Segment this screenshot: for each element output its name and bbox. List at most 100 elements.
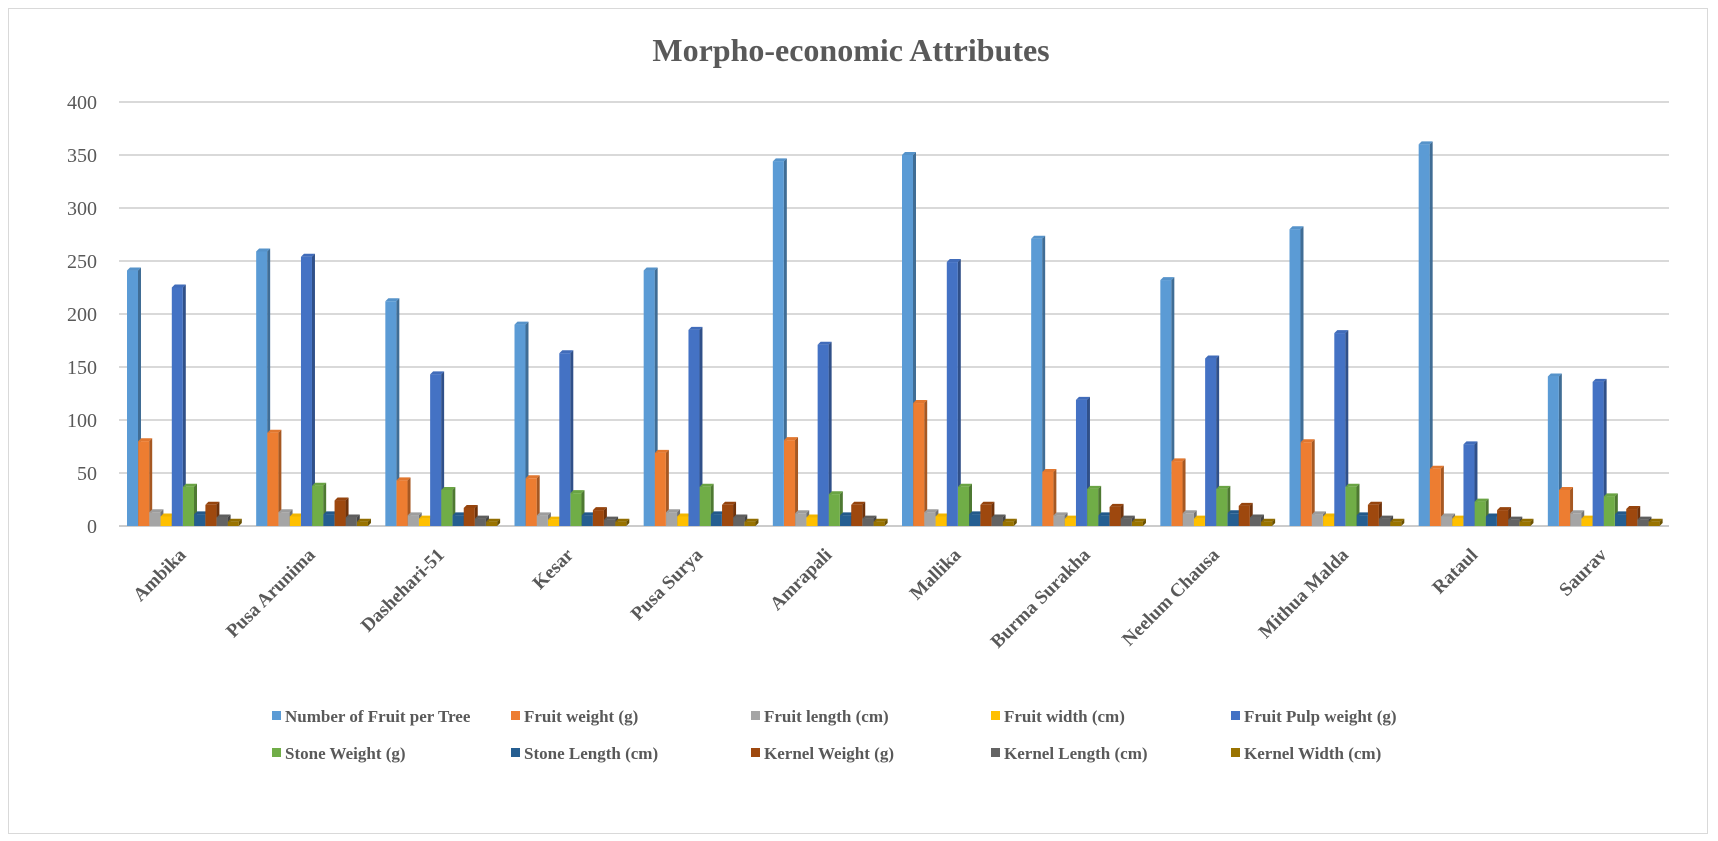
gridlines	[119, 101, 1669, 527]
legend-label: Kernel Weight (g)	[764, 744, 894, 763]
bar-front	[205, 504, 217, 526]
bar-top	[772, 158, 787, 162]
bar-front	[772, 161, 784, 527]
bar-front	[1497, 510, 1509, 526]
bar-front	[1311, 514, 1323, 526]
legend-item: Fruit length (cm)	[751, 707, 889, 726]
bar-top	[935, 513, 950, 517]
y-tick-label: 0	[87, 516, 97, 538]
bar	[1300, 439, 1315, 526]
bar-top	[474, 515, 489, 519]
bar-top	[1064, 515, 1079, 519]
bar-front	[486, 521, 498, 526]
bar-front	[1227, 513, 1239, 526]
bar-front	[1570, 513, 1582, 526]
legend-swatch	[751, 748, 760, 757]
legend-swatch	[991, 711, 1000, 720]
bar-top	[1042, 468, 1057, 472]
bar-top	[969, 511, 984, 515]
bar	[1205, 355, 1220, 526]
bar-top	[1261, 518, 1276, 522]
bar-front	[862, 518, 874, 526]
bar-top	[873, 518, 888, 522]
bar-side	[1272, 518, 1276, 526]
bar-side	[1345, 330, 1349, 526]
bar-front	[1323, 516, 1335, 526]
bar-front	[744, 521, 756, 526]
bar-front	[1098, 515, 1110, 526]
bar-top	[160, 513, 175, 517]
bar-side	[1311, 439, 1315, 526]
bar-top	[1508, 516, 1523, 520]
bar	[430, 371, 445, 526]
bar-front	[1193, 518, 1205, 526]
x-tick-label: Neelum Chausa	[1118, 544, 1224, 650]
bar	[1547, 373, 1562, 526]
bar-front	[1031, 238, 1043, 527]
bar	[744, 518, 759, 526]
bar-top	[1227, 510, 1242, 514]
bar-top	[312, 482, 327, 486]
bar	[1390, 518, 1405, 526]
bar-top	[1519, 518, 1534, 522]
bar-front	[289, 516, 301, 526]
legend-item: Kernel Width (cm)	[1231, 744, 1381, 763]
bar-side	[626, 518, 630, 526]
x-tick-label: Pusa Surya	[627, 544, 708, 625]
bar	[913, 400, 928, 526]
bar-top	[1216, 485, 1231, 489]
bar-front	[570, 493, 582, 526]
bar-top	[430, 371, 445, 375]
bar	[486, 518, 501, 526]
bar-front	[1474, 501, 1486, 526]
bar-top	[227, 518, 242, 522]
bar-front	[980, 504, 992, 526]
bar	[772, 158, 787, 527]
bar-front	[127, 270, 138, 526]
bar-front	[784, 440, 796, 526]
bar-chart: Morpho-economic Attributes 0 50 100 150 200 2…	[67, 32, 1669, 763]
bar-front	[1356, 515, 1368, 526]
bar	[1519, 518, 1534, 526]
bar-front	[1182, 513, 1194, 526]
bar-top	[699, 483, 714, 487]
y-tick-label: 300	[67, 198, 97, 220]
bar-side	[1053, 468, 1057, 526]
bar-front	[666, 512, 678, 526]
bar-side	[311, 253, 315, 526]
legend-item: Kernel Length (cm)	[991, 744, 1148, 763]
bar-side	[367, 518, 371, 526]
bar-side	[1216, 355, 1220, 526]
bar-top	[570, 490, 585, 494]
bar	[654, 449, 669, 526]
bar-top	[924, 509, 939, 513]
bar-front	[1053, 515, 1065, 526]
bar	[1429, 465, 1444, 526]
bar-top	[1463, 441, 1478, 445]
bar-top	[1356, 512, 1371, 516]
bar-top	[525, 475, 540, 479]
legend-label: Fruit weight (g)	[524, 707, 638, 726]
bar-front	[1485, 516, 1497, 526]
bar-top	[149, 509, 164, 513]
bar-front	[733, 517, 745, 526]
bar-front	[1547, 376, 1559, 526]
bar-top	[194, 511, 209, 515]
bar	[1418, 141, 1433, 526]
bar-top	[604, 516, 619, 520]
bar-top	[1160, 277, 1175, 281]
bar-front	[1075, 399, 1087, 526]
bar-front	[267, 432, 279, 526]
legend-swatch	[272, 748, 281, 757]
x-tick-label: Mallika	[906, 544, 966, 604]
bar-top	[452, 512, 467, 516]
legend-swatch	[1231, 711, 1240, 720]
bar-front	[817, 344, 829, 526]
bar-top	[1474, 498, 1489, 502]
bar-front	[946, 262, 958, 526]
bar-top	[1031, 235, 1046, 239]
bar-front	[828, 494, 840, 526]
y-axis: 0 50 100 150 200 250 300 350 400	[67, 92, 97, 538]
bar-top	[1002, 518, 1017, 522]
x-tick-label: Rataul	[1428, 545, 1482, 599]
